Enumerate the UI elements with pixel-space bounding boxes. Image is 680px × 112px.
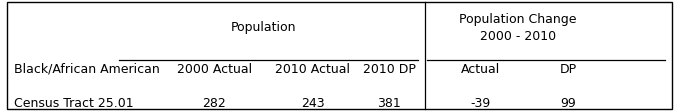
Text: 381: 381 (377, 97, 401, 110)
Text: 99: 99 (560, 97, 577, 110)
Text: 243: 243 (301, 97, 324, 110)
Text: 282: 282 (203, 97, 226, 110)
Text: 2010 Actual: 2010 Actual (275, 63, 350, 76)
Text: Census Tract 25.01: Census Tract 25.01 (14, 97, 133, 110)
Text: Black/African American: Black/African American (14, 63, 159, 76)
Text: Population Change
2000 - 2010: Population Change 2000 - 2010 (460, 14, 577, 42)
Text: 2010 DP: 2010 DP (362, 63, 415, 76)
Text: -39: -39 (470, 97, 490, 110)
Text: 2000 Actual: 2000 Actual (177, 63, 252, 76)
Text: Population: Population (231, 22, 296, 34)
Text: Actual: Actual (460, 63, 500, 76)
Text: DP: DP (560, 63, 577, 76)
